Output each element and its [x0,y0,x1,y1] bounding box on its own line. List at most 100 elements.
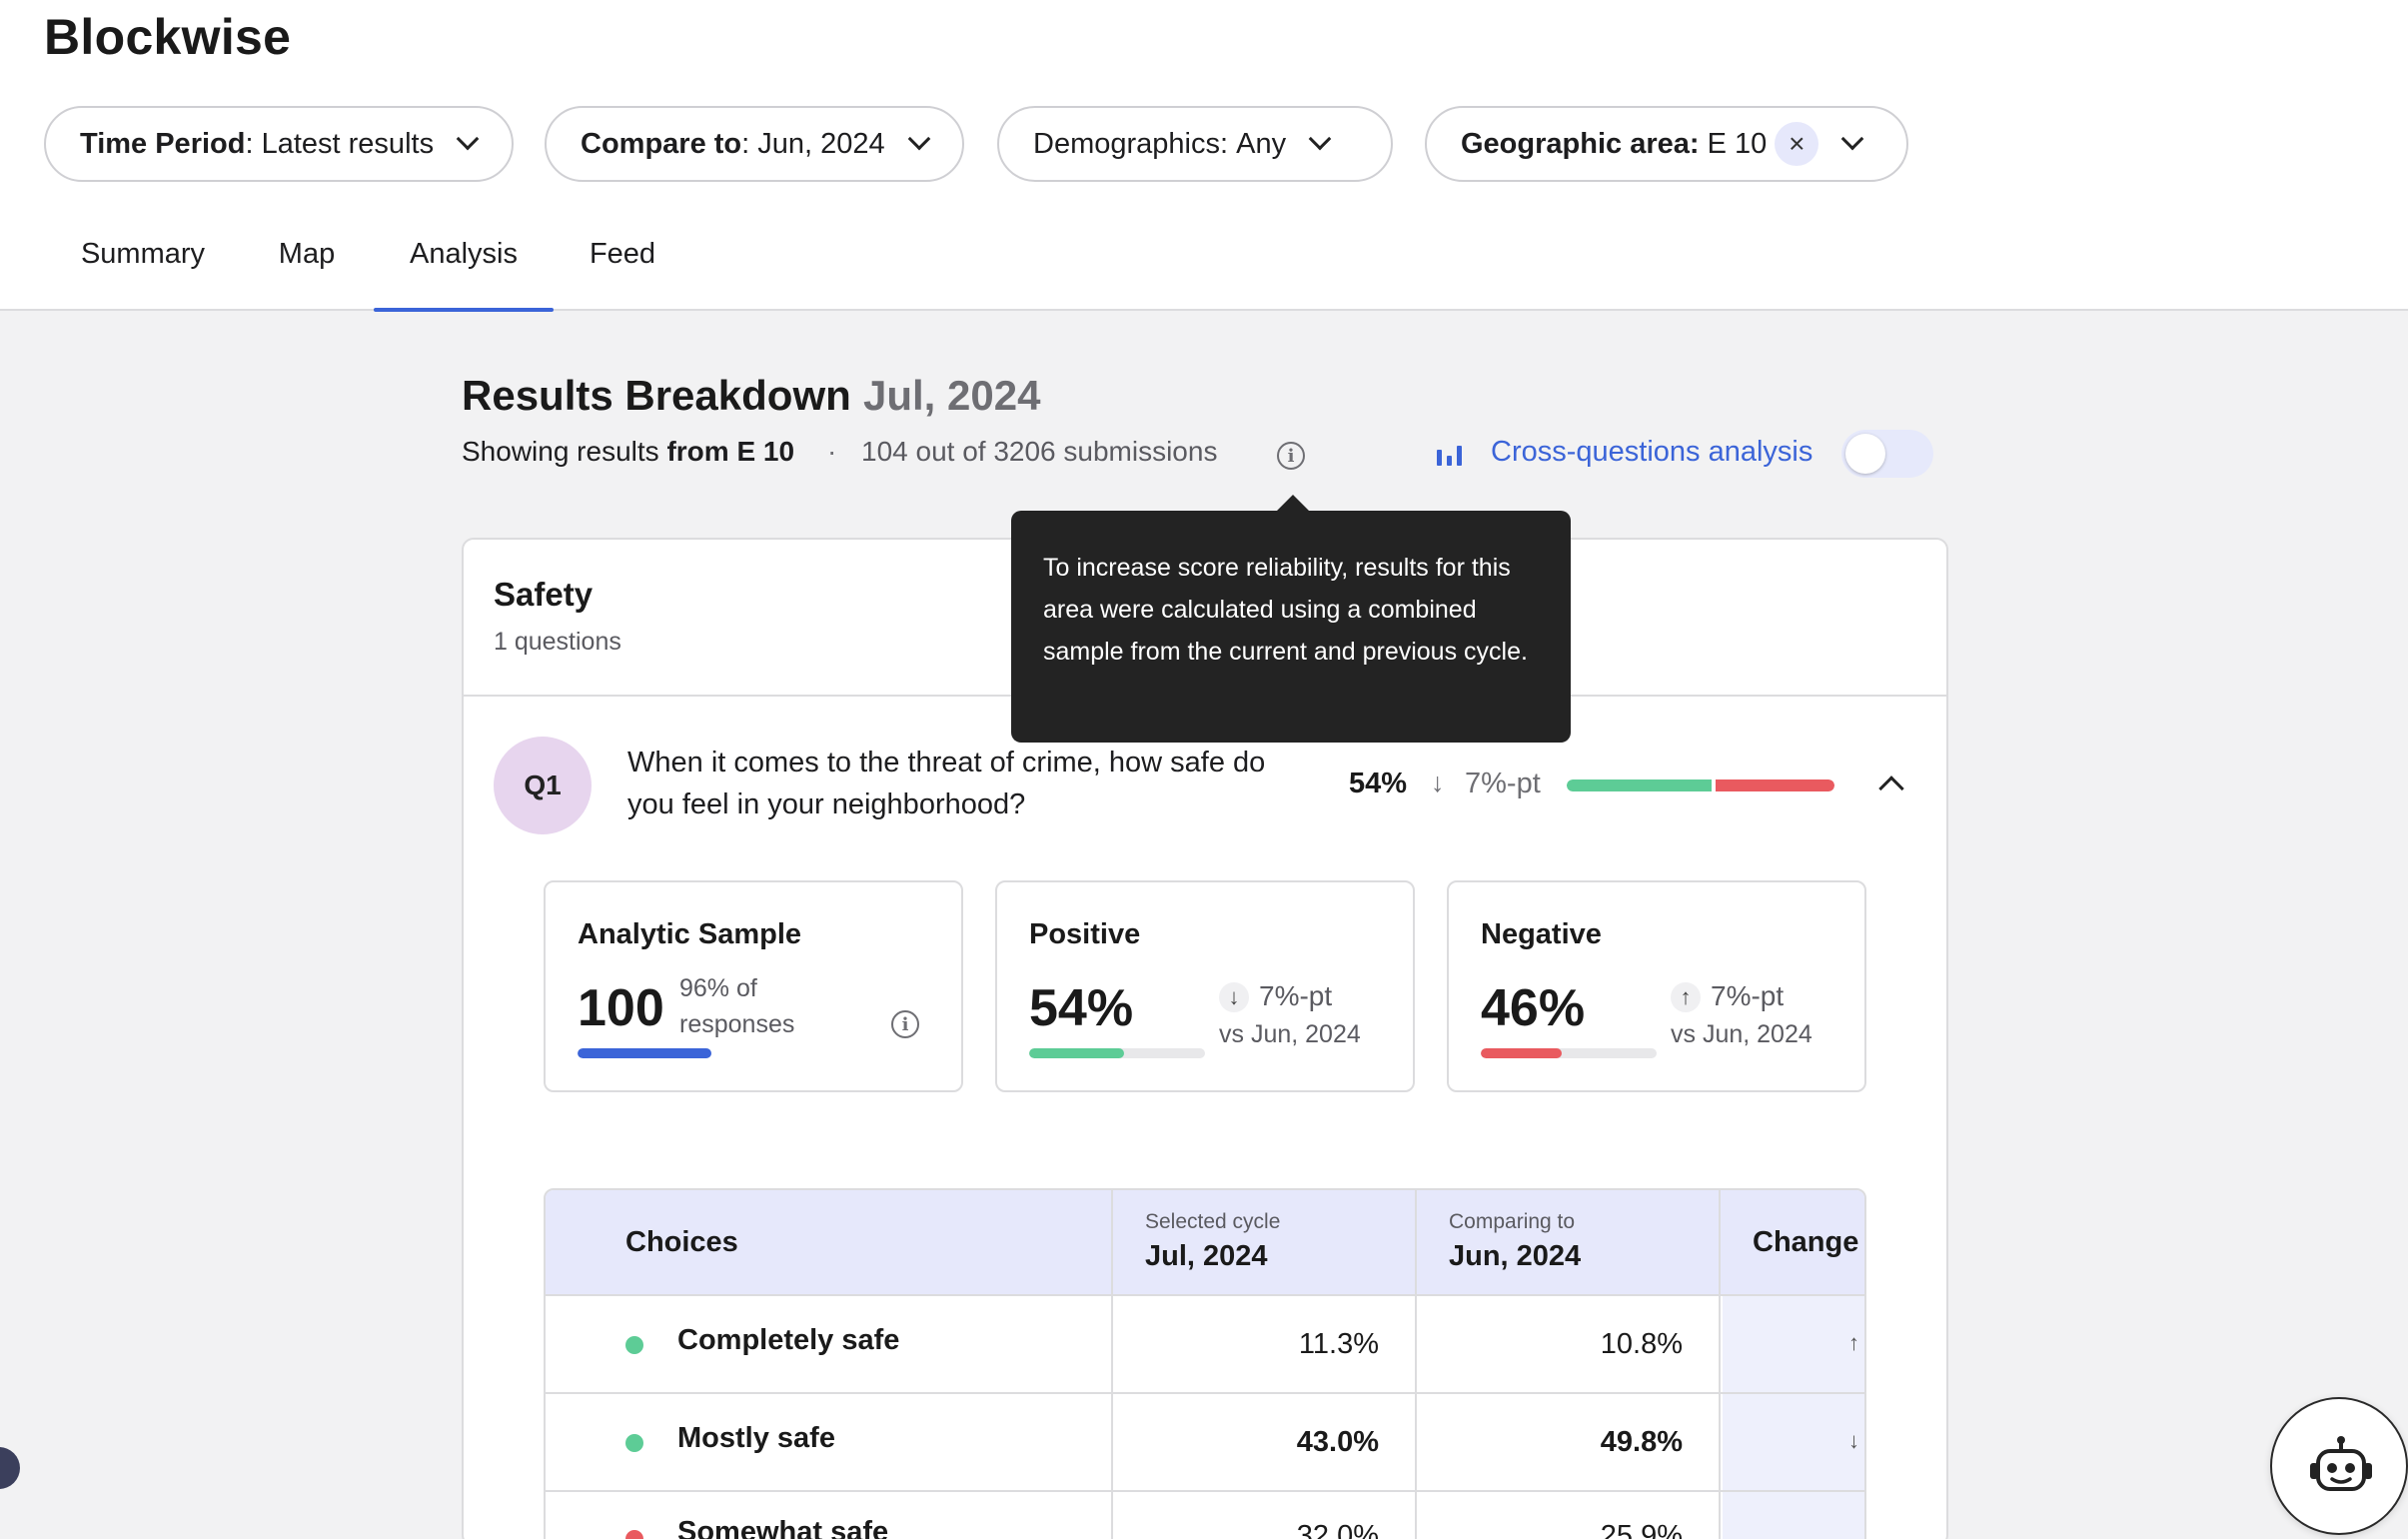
time-period-key: Time Period [80,127,246,160]
stat-value: 46% [1481,979,1586,1037]
showing-area: from E 10 [666,436,795,467]
compare-to-value: Jun, 2024 [757,127,885,160]
choice-label: Completely safe [677,1324,900,1356]
stat-bar-track [578,1048,717,1058]
stat-value: 54% [1029,979,1134,1037]
colon: : [1219,127,1237,160]
compare-to-key: Compare to [581,127,742,160]
tab-map[interactable]: Map [278,238,336,270]
header-selected-cycle: Selected cycle Jul, 2024 [1113,1190,1415,1296]
choice-label: Mostly safe [677,1422,835,1454]
toggle-knob [1845,434,1885,474]
chevron-down-icon [1840,127,1864,151]
stat-bar-fill [1029,1048,1125,1058]
negative-card: Negative 46% ↑ 7%-pt vs Jun, 2024 [1447,880,1866,1092]
assistant-button[interactable] [2270,1397,2408,1535]
demographics-filter[interactable]: Demographics: Any [997,106,1393,182]
column-divider [1415,1190,1417,1539]
header-comparing-small: Comparing to [1449,1210,1576,1233]
selected-value: 11.3% [1298,1328,1379,1360]
choice-dot [625,1530,643,1539]
stat-vs: vs Jun, 2024 [1219,1020,1361,1048]
info-tooltip: To increase score reliability, results f… [1011,495,1571,743]
separator: · [827,436,837,467]
comparing-value: 25.9% [1600,1520,1683,1539]
header-comparing-date: Jun, 2024 [1449,1240,1582,1272]
stat-bar-fill [578,1048,712,1058]
comparing-value: 49.8% [1600,1426,1683,1458]
question-score: 54% [1349,768,1408,799]
tab-summary[interactable]: Summary [80,238,206,270]
info-icon[interactable]: i [1277,442,1305,470]
choice-label: Somewhat safe [677,1516,889,1539]
row-divider [546,1392,1864,1394]
compare-to-filter[interactable]: Compare to: Jun, 2024 [545,106,964,182]
stat-delta: 7%-pt [1711,980,1785,1011]
column-divider [1111,1190,1113,1539]
showing-results-text: Showing results from E 10 [462,436,794,468]
cross-questions-toggle[interactable] [1841,430,1933,478]
question-delta: 7%-pt [1465,768,1541,799]
cross-questions-label[interactable]: Cross-questions analysis [1491,436,1813,468]
arrow-up-icon: ↑ [1671,982,1701,1012]
info-icon[interactable]: i [891,1010,919,1038]
row-divider [546,1490,1864,1492]
chevron-down-icon [1308,127,1332,151]
stat-bar-track [1481,1048,1657,1058]
time-period-filter[interactable]: Time Period: Latest results [44,106,514,182]
colon: : [741,127,758,160]
chevron-down-icon [907,127,930,151]
question-badge: Q1 [494,737,592,834]
section-title: Safety [494,576,594,613]
header-comparing: Comparing to Jun, 2024 [1417,1190,1719,1296]
stat-vs: vs Jun, 2024 [1671,1020,1812,1048]
colon: : [245,127,262,160]
stat-bar-track [1029,1048,1205,1058]
change-column-bg [1723,1296,1864,1539]
choice-dot [625,1434,643,1452]
header-selected-small: Selected cycle [1145,1210,1281,1233]
stat-value: 100 [578,979,664,1037]
results-breakdown-title: Results Breakdown [462,372,851,419]
selected-value: 32.0% [1296,1520,1379,1539]
arrow-up-icon: ↑ [1848,1330,1859,1355]
chevron-down-icon [456,127,480,151]
choices-table: Choices Selected cycle Jul, 2024 Compari… [544,1188,1866,1539]
comparing-value: 10.8% [1600,1328,1683,1360]
stat-label: Positive [1029,918,1141,950]
section-subtitle: 1 questions [494,628,621,656]
geographic-area-value: E 10 [1707,127,1768,160]
geographic-area-key: Geographic area: [1461,127,1700,160]
row-divider [546,1294,1864,1296]
bar-chart-icon [1437,444,1467,466]
question-text: When it comes to the threat of crime, ho… [627,747,1266,820]
analytic-sample-card: Analytic Sample 100 96% of responses i [544,880,963,1092]
geographic-area-filter[interactable]: Geographic area: E 10 × [1425,106,1908,182]
tab-feed[interactable]: Feed [589,238,656,270]
stat-note-line2: responses [679,1010,795,1038]
app-title: Blockwise [44,9,292,65]
header-selected-date: Jul, 2024 [1145,1240,1268,1272]
arrow-down-icon: ↓ [1219,982,1249,1012]
tab-analysis[interactable]: Analysis [374,224,554,312]
showing-prefix: Showing results [462,436,659,467]
header-change-label: Change [1753,1226,1859,1258]
positive-segment [1567,779,1712,791]
header-choices-label: Choices [625,1226,738,1258]
robot-icon [2310,1436,2372,1491]
demographics-key: Demographics [1033,127,1220,160]
choice-dot [625,1336,643,1354]
stat-note-line1: 96% of [679,974,757,1002]
column-divider [1719,1190,1721,1539]
arrow-down-icon: ↓ [1848,1428,1859,1453]
selected-value: 43.0% [1296,1426,1379,1458]
time-period-value: Latest results [261,127,435,160]
stat-label: Analytic Sample [578,918,802,950]
results-breakdown-date: Jul, 2024 [863,372,1041,419]
clear-filter-close-icon[interactable]: × [1775,122,1819,166]
negative-segment [1715,779,1834,791]
side-handle[interactable] [0,1447,20,1489]
header-change: Change [1721,1190,1864,1296]
question-score-bar [1567,779,1834,791]
arrow-down-icon: ↓ [1431,768,1445,797]
